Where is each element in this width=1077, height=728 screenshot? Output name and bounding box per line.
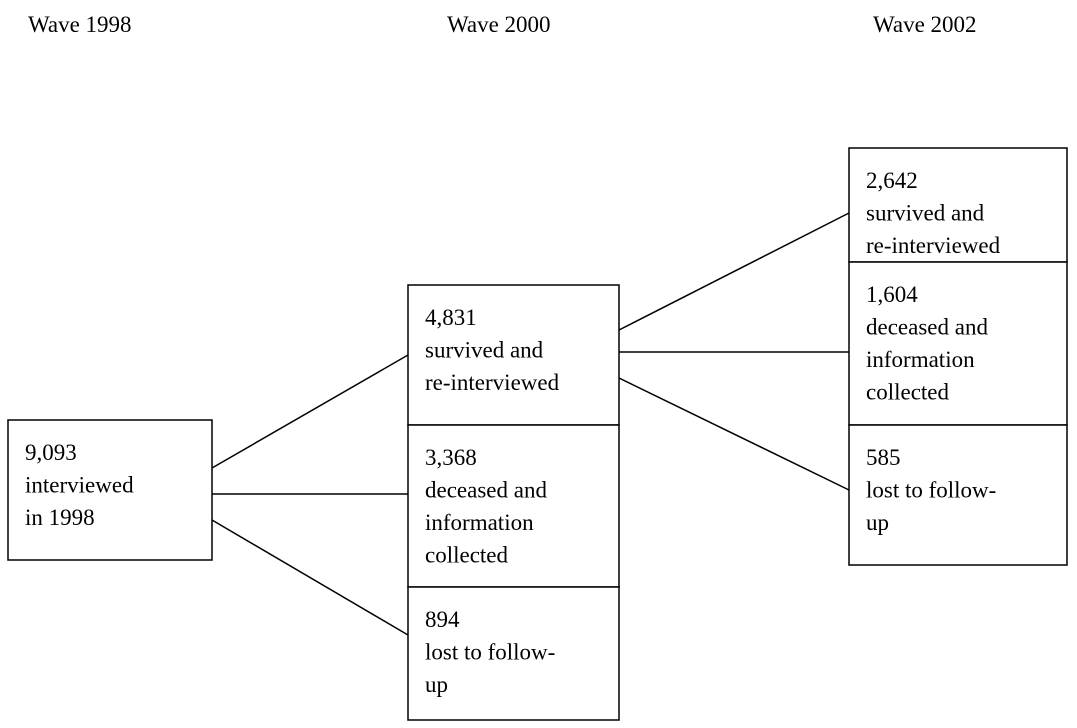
wave-header: Wave 1998 (28, 12, 132, 37)
node-label: survived and (866, 201, 985, 226)
connector (211, 354, 409, 469)
node-label: information (866, 347, 975, 372)
node-label: survived and (425, 338, 544, 363)
node-box (848, 147, 1068, 263)
connector (618, 377, 850, 491)
wave-header: Wave 2000 (447, 12, 551, 37)
node-label: up (866, 510, 889, 535)
node-number: 894 (425, 607, 460, 632)
node-number: 585 (866, 445, 901, 470)
node-box (848, 261, 1068, 426)
node-label: lost to follow- (866, 478, 996, 503)
node-number: 3,368 (425, 445, 477, 470)
node-label: information (425, 510, 534, 535)
node-box (7, 419, 213, 561)
node-number: 4,831 (425, 305, 477, 330)
node-number: 2,642 (866, 168, 918, 193)
node-box (407, 586, 620, 721)
connector (211, 519, 409, 636)
node-label: deceased and (425, 478, 547, 503)
node-label: deceased and (866, 315, 988, 340)
node-label: lost to follow- (425, 640, 555, 665)
node-label: up (425, 672, 448, 697)
node-box (407, 424, 620, 588)
connectors (211, 212, 850, 636)
node-number: 1,604 (866, 282, 918, 307)
node-label: collected (425, 543, 509, 568)
node-label: collected (866, 380, 950, 405)
node-number: 9,093 (25, 440, 77, 465)
node-label: re-interviewed (425, 370, 560, 395)
wave-header: Wave 2002 (873, 12, 977, 37)
connector (618, 212, 850, 331)
node-label: interviewed (25, 473, 134, 498)
node-label: in 1998 (25, 505, 95, 530)
node-label: re-interviewed (866, 233, 1001, 258)
node-box (848, 424, 1068, 566)
node-box (407, 284, 620, 426)
